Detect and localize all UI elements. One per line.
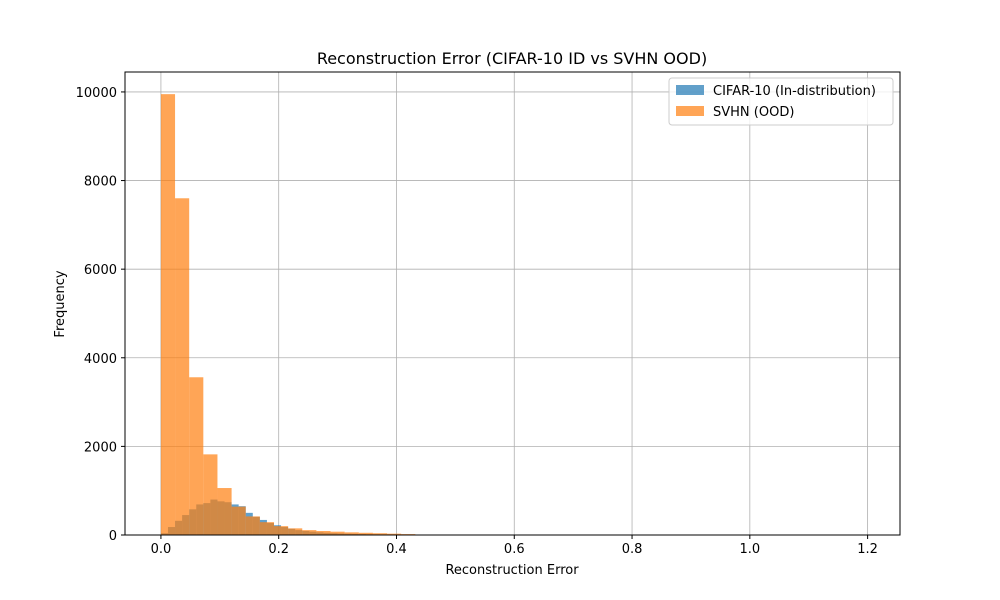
x-tick-label: 0.0 xyxy=(151,542,172,557)
histogram-bar xyxy=(175,198,190,536)
y-tick-label: 8000 xyxy=(84,175,117,190)
series-1-bars xyxy=(160,94,430,536)
axis-ticks: 0.0 0.2 0.4 0.6 0.8 1.0 1.2 0 2000 4000 6000 8000 10… xyxy=(76,86,878,557)
legend: CIFAR-10 (In-distribution) SVHN (OOD) xyxy=(668,77,894,126)
histogram-bar xyxy=(358,532,373,535)
legend-label-svhn: SVHN (OOD) xyxy=(713,105,794,120)
chart-title: Reconstruction Error (CIFAR-10 ID vs SVH… xyxy=(317,49,707,68)
y-tick-label: 0 xyxy=(109,529,117,544)
x-tick-label: 0.4 xyxy=(386,542,407,557)
histogram-bar xyxy=(302,530,317,535)
x-tick-label: 0.2 xyxy=(268,542,289,557)
histogram-bar xyxy=(160,94,176,535)
y-tick-label: 10000 xyxy=(76,86,117,101)
histogram-bar xyxy=(189,377,204,535)
legend-label-cifar10: CIFAR-10 (In-distribution) xyxy=(713,84,876,99)
bars xyxy=(160,94,430,536)
y-tick-label: 2000 xyxy=(84,440,117,455)
y-axis-label: Frequency xyxy=(53,270,68,337)
y-tick-label: 6000 xyxy=(84,263,117,278)
histogram-bar xyxy=(330,531,345,535)
histogram-bar xyxy=(273,526,289,535)
y-tick-label: 4000 xyxy=(84,352,117,367)
histogram-bar xyxy=(372,533,388,535)
histogram-bar xyxy=(344,532,359,535)
x-tick-label: 1.0 xyxy=(739,542,760,557)
histogram-bar xyxy=(217,488,232,535)
histogram-bar xyxy=(288,528,303,535)
legend-swatch-svhn xyxy=(676,106,704,116)
x-tick-label: 1.2 xyxy=(857,542,878,557)
plot-frame xyxy=(124,71,901,536)
legend-swatch-cifar10 xyxy=(676,85,704,95)
histogram-bar xyxy=(231,506,246,535)
legend-box xyxy=(668,77,894,126)
histogram-bar xyxy=(259,522,274,535)
x-tick-label: 0.6 xyxy=(504,542,525,557)
x-axis-label: Reconstruction Error xyxy=(445,563,579,578)
histogram-bar xyxy=(387,533,402,535)
histogram-bar xyxy=(203,454,218,535)
histogram-bar xyxy=(245,516,260,535)
x-tick-label: 0.8 xyxy=(622,542,643,557)
histogram-bar xyxy=(316,531,331,535)
